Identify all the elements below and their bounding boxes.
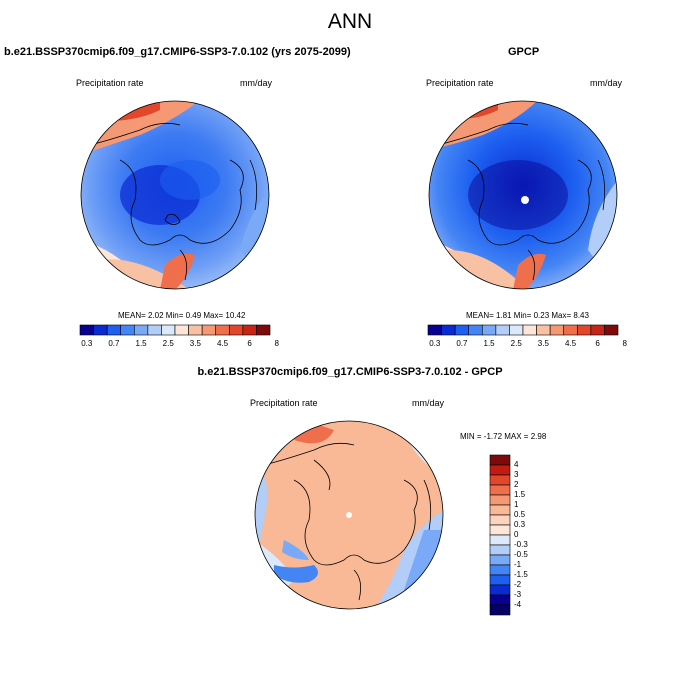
diff-colorbar: [489, 454, 511, 616]
colorbar-swatch: [489, 574, 511, 586]
colorbar-swatch: [120, 324, 135, 336]
model-panel-title: b.e21.BSSP370cmip6.f09_g17.CMIP6-SSP3-7.…: [4, 46, 351, 58]
diff-units-label: mm/day: [412, 398, 445, 408]
colorbar-swatch: [106, 324, 122, 336]
colorbar-swatch: [441, 324, 456, 336]
diff-variable-label: Precipitation rate: [250, 398, 318, 408]
colorbar-swatch: [161, 324, 176, 336]
diff-panel-title: b.e21.BSSP370cmip6.f09_g17.CMIP6-SSP3-7.…: [197, 366, 503, 378]
colorbar-swatch: [454, 324, 470, 336]
colorbar-tick-label: 0.7: [456, 339, 468, 348]
colorbar-tick-label: 1.5: [483, 339, 495, 348]
colorbar-tick-label: -0.3: [514, 540, 528, 549]
colorbar-swatch: [481, 324, 497, 336]
colorbar-swatch: [93, 324, 108, 336]
colorbar-tick-label: -2: [514, 580, 522, 589]
colorbar-tick-label: 1.5: [135, 339, 147, 348]
colorbar-tick-label: -3: [514, 590, 522, 599]
colorbar-swatch: [256, 324, 271, 336]
diff-colorbar-ticks: 4 3 2 1.5 1 0.5 0.3 0 -0.3 -0.5 -1 -1.5 -2 -3 -4: [514, 455, 544, 615]
colorbar-tick-label: 8: [274, 339, 280, 348]
colorbar-swatch: [563, 324, 578, 336]
model-polar-map: [80, 100, 270, 290]
colorbar-tick-label: 0.3: [429, 339, 441, 348]
obs-polar-map: [428, 100, 618, 290]
colorbar-tick-label: 3.5: [537, 339, 549, 348]
colorbar-tick-label: 4.5: [564, 339, 577, 348]
model-units-label: mm/day: [240, 78, 273, 88]
colorbar-swatch: [489, 504, 511, 516]
colorbar-tick-label: 0.3: [514, 520, 526, 529]
obs-colorbar: [427, 324, 619, 336]
colorbar-swatch: [228, 324, 244, 336]
figure-title: ANN: [327, 10, 373, 33]
colorbar-tick-label: -1: [514, 560, 522, 569]
colorbar-tick-label: 3.5: [189, 339, 201, 348]
colorbar-swatch: [536, 324, 551, 336]
colorbar-tick-label: -0.5: [514, 550, 528, 559]
colorbar-swatch: [489, 484, 511, 496]
colorbar-swatch: [427, 324, 442, 336]
colorbar-swatch: [576, 324, 592, 336]
colorbar-swatch: [79, 324, 94, 336]
colorbar-tick-label: 6: [595, 339, 600, 348]
colorbar-swatch: [549, 324, 565, 336]
colorbar-tick-label: 0: [514, 530, 519, 539]
colorbar-swatch: [489, 474, 511, 486]
colorbar-swatch: [604, 324, 619, 336]
obs-stats: MEAN= 1.81 Min= 0.23 Max= 8.43: [466, 311, 589, 320]
colorbar-tick-label: 2.5: [162, 339, 174, 348]
colorbar-swatch: [522, 324, 537, 336]
colorbar-tick-label: 6: [247, 339, 252, 348]
colorbar-swatch: [468, 324, 483, 336]
colorbar-swatch: [489, 514, 511, 526]
colorbar-swatch: [590, 324, 605, 336]
colorbar-swatch: [495, 324, 510, 336]
colorbar-tick-label: -4: [514, 600, 522, 609]
colorbar-swatch: [489, 524, 511, 536]
colorbar-swatch: [489, 604, 511, 616]
colorbar-tick-label: 3: [514, 470, 519, 479]
obs-units-label: mm/day: [590, 78, 623, 88]
diff-polar-map: [254, 420, 444, 610]
colorbar-swatch: [489, 564, 511, 576]
colorbar-swatch: [201, 324, 217, 336]
colorbar-tick-label: 1: [514, 500, 519, 509]
colorbar-tick-label: 0.7: [108, 339, 120, 348]
model-variable-label: Precipitation rate: [76, 78, 144, 88]
colorbar-swatch: [489, 554, 511, 566]
colorbar-swatch: [509, 324, 524, 336]
model-stats: MEAN= 2.02 Min= 0.49 Max= 10.42: [118, 311, 246, 320]
colorbar-tick-label: 0.5: [514, 510, 526, 519]
colorbar-tick-label: 4.5: [216, 339, 229, 348]
colorbar-swatch: [489, 464, 511, 476]
obs-colorbar-ticks: 0.3 0.7 1.5 2.5 3.5 4.5 6 8: [428, 339, 627, 351]
obs-panel-title: GPCP: [508, 46, 540, 58]
colorbar-tick-label: 1.5: [514, 490, 526, 499]
colorbar-swatch: [147, 324, 162, 336]
colorbar-swatch: [489, 544, 511, 556]
colorbar-swatch: [133, 324, 149, 336]
colorbar-tick-label: 2.5: [510, 339, 522, 348]
colorbar-swatch: [215, 324, 230, 336]
colorbar-swatch: [489, 534, 511, 546]
colorbar-swatch: [174, 324, 189, 336]
diff-stats: MIN = -1.72 MAX = 2.98: [460, 432, 547, 441]
colorbar-tick-label: 0.3: [81, 339, 93, 348]
model-colorbar-ticks: 0.3 0.7 1.5 2.5 3.5 4.5 6 8: [80, 339, 279, 351]
colorbar-tick-label: 2: [514, 480, 519, 489]
colorbar-tick-label: 8: [622, 339, 628, 348]
colorbar-swatch: [188, 324, 203, 336]
obs-variable-label: Precipitation rate: [426, 78, 494, 88]
colorbar-swatch: [489, 584, 511, 596]
colorbar-swatch: [489, 494, 511, 506]
colorbar-tick-label: 4: [514, 460, 519, 469]
colorbar-swatch: [489, 594, 511, 606]
colorbar-tick-label: -1.5: [514, 570, 528, 579]
model-colorbar: [79, 324, 271, 336]
colorbar-swatch: [242, 324, 257, 336]
colorbar-swatch: [489, 454, 511, 466]
